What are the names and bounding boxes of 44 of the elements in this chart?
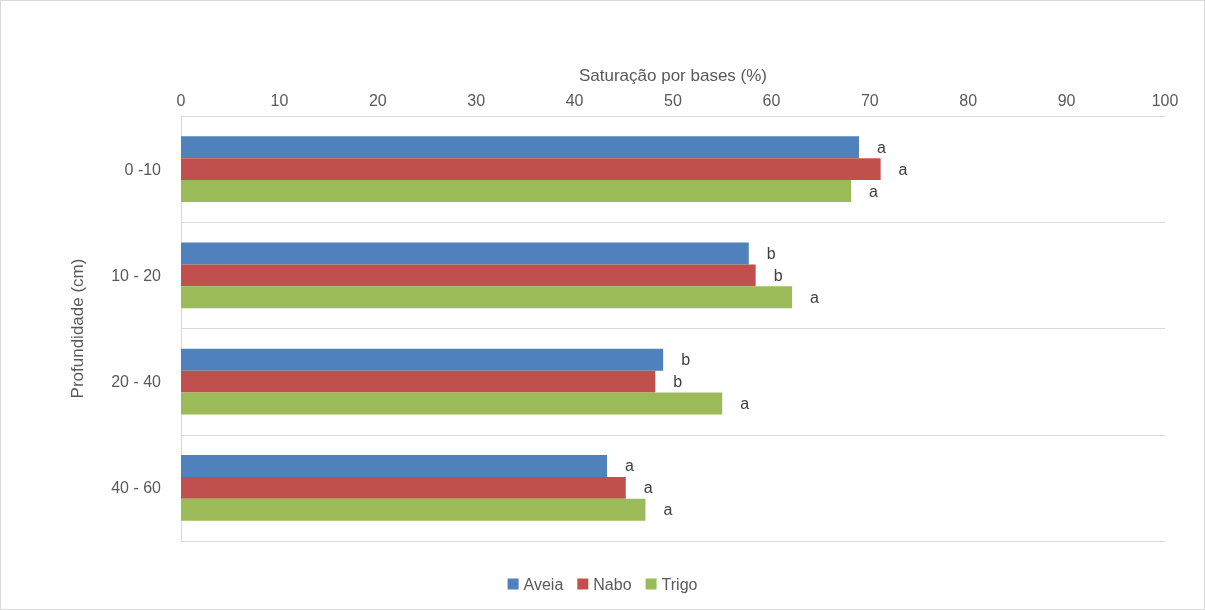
y-tick-label: 10 - 20 (111, 266, 162, 284)
legend-label: Nabo (593, 575, 632, 593)
bar (181, 498, 646, 521)
x-tick-label: 50 (664, 91, 682, 109)
x-tick-label: 100 (1151, 91, 1179, 109)
bar (181, 476, 626, 499)
legend-label: Aveia (523, 575, 564, 593)
y-axis-title: Profundidade (cm) (68, 258, 87, 399)
x-tick-label: 70 (860, 91, 879, 109)
bar (181, 286, 793, 309)
x-tick-label: 80 (959, 91, 978, 109)
bar (181, 348, 664, 371)
data-label: b (681, 351, 691, 369)
data-label: b (673, 373, 683, 391)
x-tick-label: 20 (368, 91, 387, 109)
bar (181, 136, 859, 159)
data-label: a (625, 457, 635, 475)
bar (181, 370, 656, 393)
y-tick-label: 20 - 40 (111, 373, 162, 391)
x-tick-label: 10 (270, 91, 289, 109)
x-tick-label: 40 (565, 91, 584, 109)
data-label: a (643, 479, 653, 497)
data-label: b (773, 266, 783, 284)
data-label: a (898, 160, 908, 178)
y-tick-label: 40 - 60 (111, 479, 162, 497)
x-tick-label: 0 (176, 91, 186, 109)
legend-label: Trigo (661, 575, 698, 593)
bar (181, 264, 756, 287)
bar (181, 242, 749, 265)
data-label: a (869, 182, 879, 200)
x-tick-label: 90 (1057, 91, 1076, 109)
bar (181, 180, 852, 203)
data-label: a (663, 501, 673, 519)
data-label: a (810, 288, 820, 306)
x-tick-label: 60 (762, 91, 781, 109)
data-label: b (766, 244, 776, 262)
x-tick-label: 30 (467, 91, 486, 109)
data-label: a (876, 138, 886, 156)
data-label: a (740, 395, 750, 413)
bar (181, 158, 881, 181)
bar (181, 454, 608, 477)
x-axis-title: Saturação por bases (%) (578, 66, 768, 85)
bar (181, 392, 723, 415)
y-tick-label: 0 -10 (124, 160, 162, 178)
